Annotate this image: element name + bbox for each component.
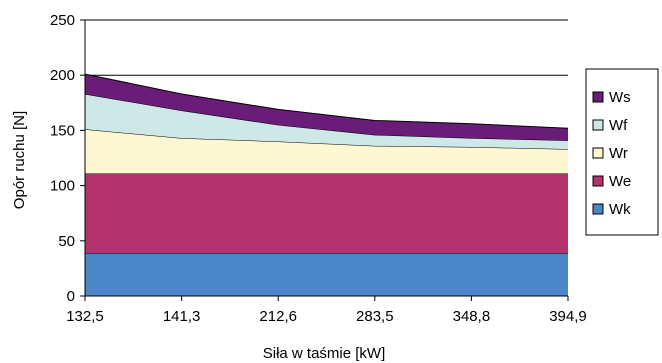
legend-label-wk: Wk (609, 201, 631, 218)
area-we (85, 173, 568, 253)
y-tick-label: 250 (50, 12, 75, 29)
area-wr (85, 129, 568, 174)
y-tick-label: 200 (50, 67, 75, 84)
legend-swatch-wf (592, 119, 604, 131)
x-axis-title: Siła w taśmie [kW] (263, 345, 386, 362)
area-wf (85, 93, 568, 150)
x-tick-label: 283,5 (356, 308, 394, 325)
axes (80, 19, 569, 301)
x-tick-label: 141,3 (163, 308, 201, 325)
legend-label-wr: Wr (609, 145, 628, 162)
x-tick-label: 348,8 (453, 308, 491, 325)
y-tick-label: 150 (50, 122, 75, 139)
area-ws (85, 74, 568, 141)
area-edge-ws (84, 73, 569, 129)
y-tick-label: 50 (58, 233, 75, 250)
x-tick-label: 132,5 (66, 308, 104, 325)
area-wk (85, 252, 568, 296)
legend-label-ws: Ws (609, 89, 631, 106)
legend-swatch-wr (592, 147, 604, 159)
legend: Ws Wf Wr We Wk (585, 68, 659, 236)
y-axis-title: Opór ruchu [N] (11, 111, 28, 209)
legend-label-wf: Wf (609, 117, 628, 134)
y-tick-labels: 0 50 100 150 200 250 (50, 12, 75, 305)
x-tick-labels: 132,5 141,3 212,6 283,5 348,8 394,9 (66, 308, 587, 325)
legend-label-we: We (609, 173, 631, 190)
x-tick-label: 212,6 (259, 308, 297, 325)
area-series-group (84, 73, 569, 296)
legend-swatch-wk (592, 203, 604, 215)
y-tick-label: 100 (50, 178, 75, 195)
x-tick-label: 394,9 (549, 308, 587, 325)
legend-swatch-we (592, 175, 604, 187)
y-tick-label: 0 (67, 288, 75, 305)
legend-swatch-ws (592, 91, 604, 103)
